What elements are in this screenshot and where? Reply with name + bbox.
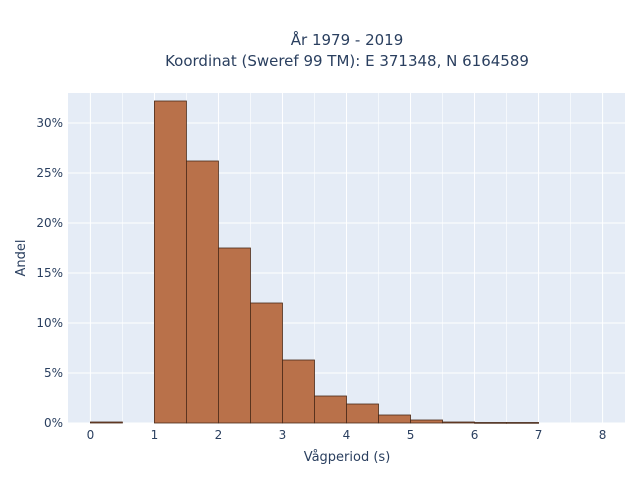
histogram-bar — [378, 414, 411, 424]
histogram-bar — [442, 421, 475, 424]
y-axis-title: Andel — [14, 240, 29, 277]
histogram-bar — [410, 419, 443, 424]
histogram-bar — [186, 160, 219, 424]
chart-title-line1: År 1979 - 2019 — [291, 30, 404, 49]
x-tick-label: 0 — [87, 428, 95, 442]
histogram-bar — [506, 422, 539, 424]
y-tick-label: 30% — [36, 116, 63, 130]
x-tick-label: 4 — [343, 428, 351, 442]
histogram-bar — [90, 421, 123, 424]
bars — [90, 100, 539, 424]
x-tick-label: 7 — [535, 428, 543, 442]
x-tick-label: 1 — [151, 428, 159, 442]
histogram-bar — [314, 395, 347, 424]
y-tick-label: 10% — [36, 316, 63, 330]
histogram-bar — [218, 247, 251, 424]
histogram-bar — [474, 422, 507, 424]
x-tick-label: 6 — [471, 428, 479, 442]
y-tick-label: 15% — [36, 266, 63, 280]
y-tick-label: 25% — [36, 166, 63, 180]
x-tick-label: 2 — [215, 428, 223, 442]
x-axis-title: Vågperiod (s) — [304, 450, 391, 465]
y-tick-label: 20% — [36, 216, 63, 230]
y-tick-label: 0% — [44, 416, 63, 430]
histogram-bar — [282, 359, 315, 424]
x-tick-label: 3 — [279, 428, 287, 442]
histogram-bar — [346, 403, 379, 424]
y-tick-label: 5% — [44, 366, 63, 380]
x-axis-ticks: 0 1 2 3 4 5 6 7 8 — [87, 428, 607, 442]
chart-title-line2: Koordinat (Sweref 99 TM): E 371348, N 61… — [165, 52, 529, 70]
histogram-bar — [250, 302, 283, 424]
histogram-bar — [154, 100, 187, 424]
x-tick-label: 8 — [599, 428, 607, 442]
y-axis-ticks: 0% 5% 10% 15% 20% 25% 30% — [36, 116, 63, 430]
x-tick-label: 5 — [407, 428, 415, 442]
